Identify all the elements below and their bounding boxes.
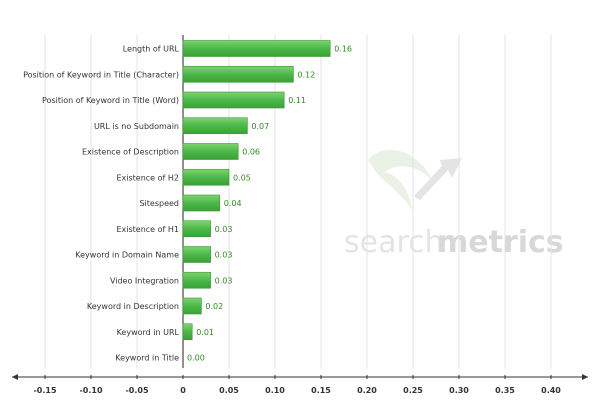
value-label: 0.03 [215, 276, 233, 285]
axis-arrow-left [12, 374, 18, 380]
watermark-text-search: search [344, 225, 444, 260]
searchmetrics-watermark: search metrics [344, 149, 564, 260]
bar[interactable] [182, 117, 248, 135]
bar[interactable] [182, 91, 285, 109]
x-tick-label: 0.40 [541, 386, 561, 395]
bar[interactable] [182, 323, 193, 341]
category-label: Keyword in URL [117, 328, 180, 337]
axis-arrow-right [582, 374, 588, 380]
value-label: 0.00 [187, 354, 205, 363]
x-tick-label: -0.05 [125, 386, 148, 395]
bar[interactable] [182, 194, 221, 212]
value-label: 0.07 [251, 122, 269, 131]
bar[interactable] [182, 297, 202, 315]
category-label: Existence of H1 [116, 225, 179, 234]
watermark-logo-swoosh [368, 149, 435, 210]
bar[interactable] [182, 143, 239, 160]
bar[interactable] [182, 65, 294, 83]
x-tick-label: 0.15 [311, 386, 331, 395]
x-tick-label: -0.15 [33, 386, 56, 395]
bars [182, 40, 331, 341]
x-tick-label: 0 [180, 386, 186, 395]
x-tick-label: 0.30 [449, 386, 469, 395]
bar[interactable] [182, 40, 331, 57]
value-labels: 0.16 0.12 0.11 0.07 0.06 0.05 0.04 0.03 0.03 0.03… [187, 45, 352, 363]
value-label: 0.11 [288, 96, 306, 105]
x-tick-label: 0.35 [495, 386, 515, 395]
watermark-text-metrics: metrics [437, 225, 564, 260]
value-label: 0.03 [215, 251, 233, 260]
value-label: 0.01 [196, 328, 214, 337]
bar[interactable] [182, 271, 211, 289]
bar[interactable] [182, 168, 230, 186]
category-label: Position of Keyword in Title (Word) [42, 96, 179, 105]
category-label: Video Integration [110, 276, 179, 285]
value-label: 0.16 [334, 45, 352, 54]
x-axis: -0.15 -0.10 -0.05 0 0.05 0.10 0.15 0.20 0.25 0.30… [12, 374, 588, 395]
bar[interactable] [182, 220, 211, 238]
category-label: URL is no Subdomain [94, 122, 179, 131]
value-label: 0.03 [215, 225, 233, 234]
category-label: Existence of Description [82, 148, 179, 157]
value-label: 0.12 [297, 70, 315, 79]
x-tick-label: 0.20 [357, 386, 377, 395]
category-label: Existence of H2 [116, 173, 179, 182]
x-tick-label: 0.10 [265, 386, 285, 395]
category-label: Keyword in Title [115, 354, 179, 363]
watermark-logo-arrow [414, 158, 462, 200]
value-label: 0.04 [224, 199, 242, 208]
x-tick-label: 0.05 [219, 386, 239, 395]
category-labels: Length of URL Position of Keyword in Titl… [23, 45, 179, 363]
category-label: Keyword in Description [87, 302, 179, 311]
gridlines [44, 35, 552, 368]
category-label: Length of URL [123, 45, 180, 54]
category-label: Position of Keyword in Title (Character) [23, 70, 179, 79]
category-label: Keyword in Domain Name [75, 251, 179, 260]
x-tick-label: 0.25 [403, 386, 423, 395]
x-tick-label: -0.10 [79, 386, 102, 395]
category-label: Sitespeed [139, 199, 179, 208]
bar[interactable] [182, 246, 211, 263]
value-label: 0.05 [233, 173, 251, 182]
value-label: 0.02 [205, 302, 223, 311]
value-label: 0.06 [242, 148, 260, 157]
